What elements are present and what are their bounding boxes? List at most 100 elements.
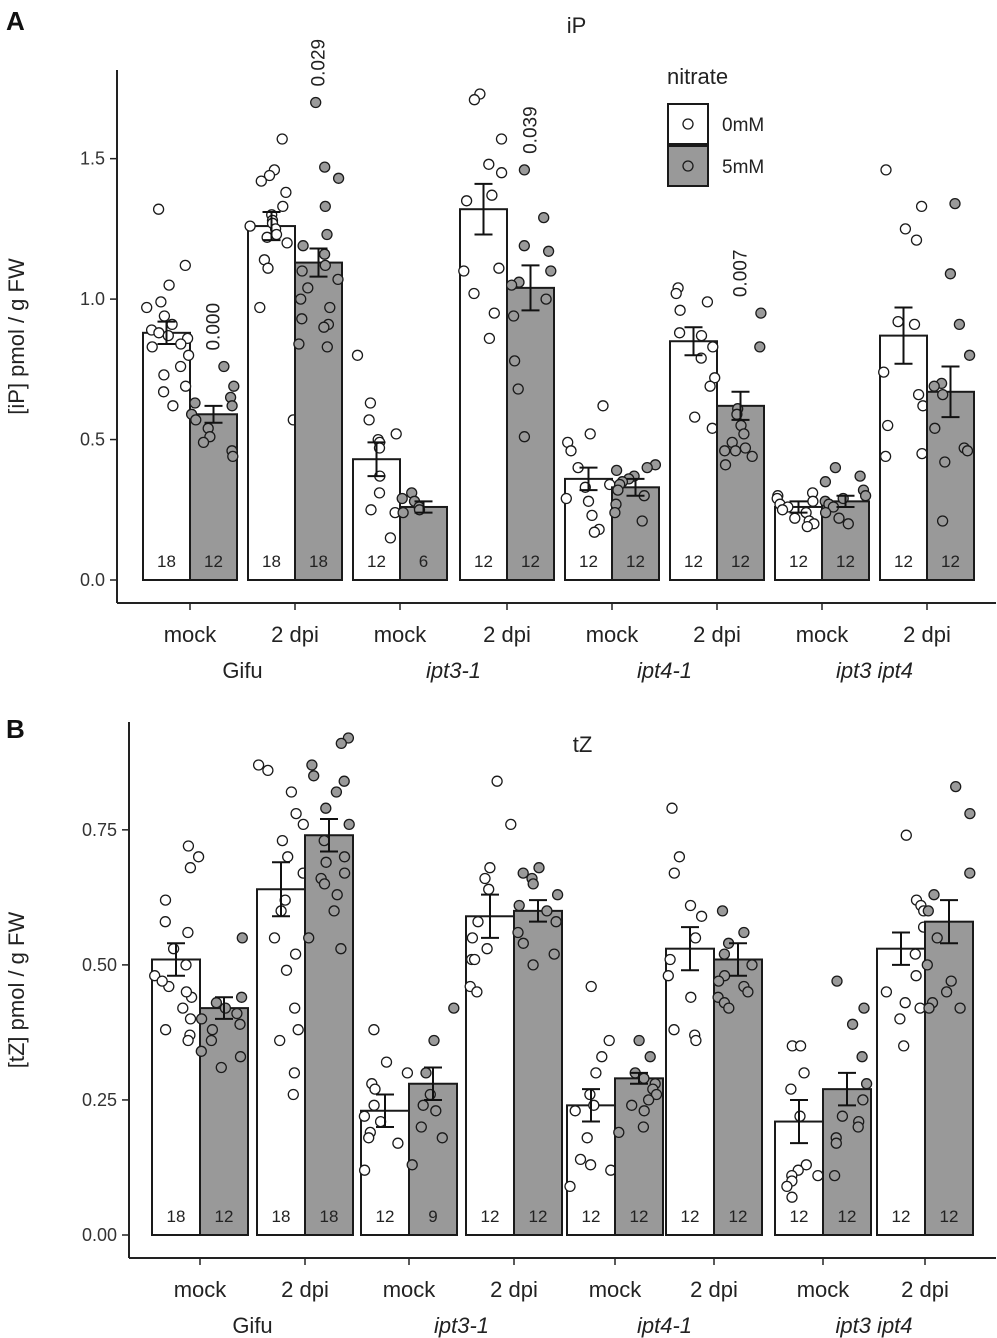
- data-point: [940, 986, 953, 998]
- legend-label: 0mM: [722, 115, 764, 136]
- n-label: 12: [790, 1207, 809, 1226]
- data-point: [495, 133, 508, 145]
- data-point: [603, 1034, 615, 1047]
- data-point: [798, 1067, 810, 1079]
- data-point: [428, 1034, 440, 1047]
- data-point: [922, 905, 934, 917]
- data-point: [915, 200, 928, 213]
- data-point: [856, 1051, 868, 1063]
- data-point: [846, 1018, 859, 1030]
- data-point: [545, 265, 557, 277]
- data-point: [184, 1013, 197, 1025]
- data-point: [338, 851, 351, 863]
- data-point: [153, 327, 165, 339]
- data-point: [706, 422, 718, 434]
- data-point: [961, 445, 974, 457]
- data-point: [430, 1105, 442, 1117]
- data-point: [507, 310, 520, 322]
- data-point: [320, 802, 332, 814]
- data-point: [205, 1034, 218, 1047]
- data-point: [910, 234, 923, 246]
- data-point: [609, 506, 621, 519]
- bar-0mm: [665, 947, 715, 1236]
- data-point: [633, 1034, 645, 1047]
- n-label: 12: [521, 552, 540, 571]
- n-label: 12: [481, 1207, 500, 1226]
- data-point: [263, 169, 276, 182]
- bar-5mm: [304, 834, 354, 1236]
- data-point: [963, 349, 976, 361]
- data-point: [718, 948, 731, 960]
- data-point: [512, 926, 524, 939]
- data-point: [318, 878, 331, 890]
- data-point: [483, 332, 496, 345]
- n-label: 18: [157, 552, 176, 571]
- data-point: [912, 388, 925, 401]
- data-point: [673, 327, 686, 339]
- data-point: [854, 470, 866, 482]
- data-point: [898, 1040, 910, 1052]
- data-point: [908, 318, 921, 331]
- x-tick-label: mock: [589, 1277, 643, 1302]
- x-tick-label: 2 dpi: [901, 1277, 949, 1302]
- data-point: [318, 248, 331, 260]
- data-point: [285, 786, 298, 798]
- data-point: [590, 1067, 602, 1079]
- n-label: 12: [731, 552, 750, 571]
- n-label: 12: [729, 1207, 748, 1226]
- data-point: [668, 867, 680, 879]
- n-label: 18: [309, 552, 328, 571]
- data-point: [468, 287, 480, 300]
- data-point: [638, 1105, 650, 1117]
- data-point: [287, 1088, 299, 1101]
- data-point: [644, 1051, 656, 1063]
- y-tick-label: 0.0: [80, 570, 105, 590]
- data-point: [541, 905, 553, 917]
- panel-b: BtZ 0.00 0.25 0.50 0.75 [tZ] pmol / g FW 18 12 m…: [4, 714, 996, 1338]
- x-tick-label: 2 dpi: [490, 1277, 538, 1302]
- data-point: [829, 461, 842, 474]
- legend: nitrate 0mM 5mM: [667, 64, 764, 187]
- bar-5mm: [408, 1082, 458, 1236]
- data-point: [882, 419, 894, 432]
- data-point: [707, 341, 719, 353]
- data-point: [274, 1034, 286, 1047]
- data-point: [910, 970, 922, 982]
- data-point: [157, 386, 170, 398]
- genotype-label: ipt4-1: [637, 658, 692, 683]
- n-label: 18: [320, 1207, 339, 1226]
- data-point: [493, 262, 505, 274]
- data-point: [650, 1088, 663, 1101]
- data-point: [417, 1099, 429, 1111]
- data-point: [331, 889, 343, 901]
- data-point: [468, 94, 481, 106]
- data-point: [880, 164, 892, 176]
- data-point: [597, 400, 609, 412]
- data-point: [306, 759, 318, 771]
- data-point: [517, 867, 529, 879]
- data-point: [689, 932, 702, 944]
- data-point: [392, 1137, 404, 1149]
- data-point: [953, 318, 966, 331]
- data-point: [812, 1169, 824, 1182]
- data-point: [158, 369, 170, 381]
- data-point: [310, 96, 322, 109]
- x-tick-label: mock: [796, 622, 850, 647]
- data-point: [754, 341, 766, 353]
- genotype-label: ipt3 ipt4: [836, 658, 913, 683]
- data-point: [448, 1002, 460, 1014]
- data-point: [858, 1002, 870, 1014]
- data-point: [481, 943, 493, 955]
- data-point: [586, 509, 598, 522]
- p-value-annotation: 0.029: [309, 39, 330, 87]
- data-point: [695, 910, 708, 922]
- n-label: 12: [684, 552, 703, 571]
- data-point: [892, 315, 904, 328]
- data-point: [512, 383, 524, 395]
- n-label: 12: [626, 552, 645, 571]
- data-point: [182, 926, 194, 939]
- data-point: [234, 1018, 246, 1030]
- legend-label: 5mM: [722, 157, 764, 178]
- data-point: [830, 1137, 842, 1149]
- n-label: 18: [167, 1207, 186, 1226]
